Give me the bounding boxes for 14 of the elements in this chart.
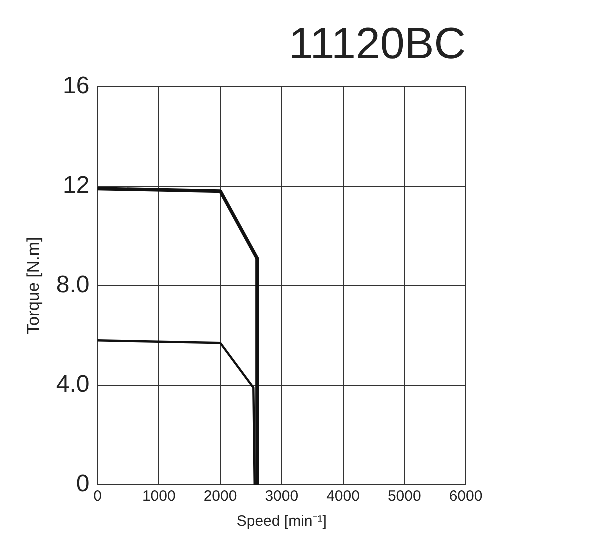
x-tick-label: 1000: [142, 488, 176, 506]
y-tick-label: 4.0: [56, 371, 90, 398]
x-tick-label: 6000: [449, 488, 483, 506]
y-tick-label: 8.0: [56, 272, 90, 299]
x-tick-label: 4000: [326, 488, 360, 506]
y-axis-title: Torque [N.m]: [24, 237, 43, 335]
x-tick-label: 2000: [204, 488, 238, 506]
y-tick-label: 12: [63, 172, 90, 199]
chart-title: 11120BC: [289, 20, 466, 69]
x-axis-title: Speed [min⁻¹]: [236, 513, 327, 530]
x-tick-label: 5000: [388, 488, 422, 506]
x-tick-label: 0: [94, 488, 102, 506]
x-tick-label: 3000: [265, 488, 299, 506]
y-tick-label: 16: [63, 72, 90, 100]
